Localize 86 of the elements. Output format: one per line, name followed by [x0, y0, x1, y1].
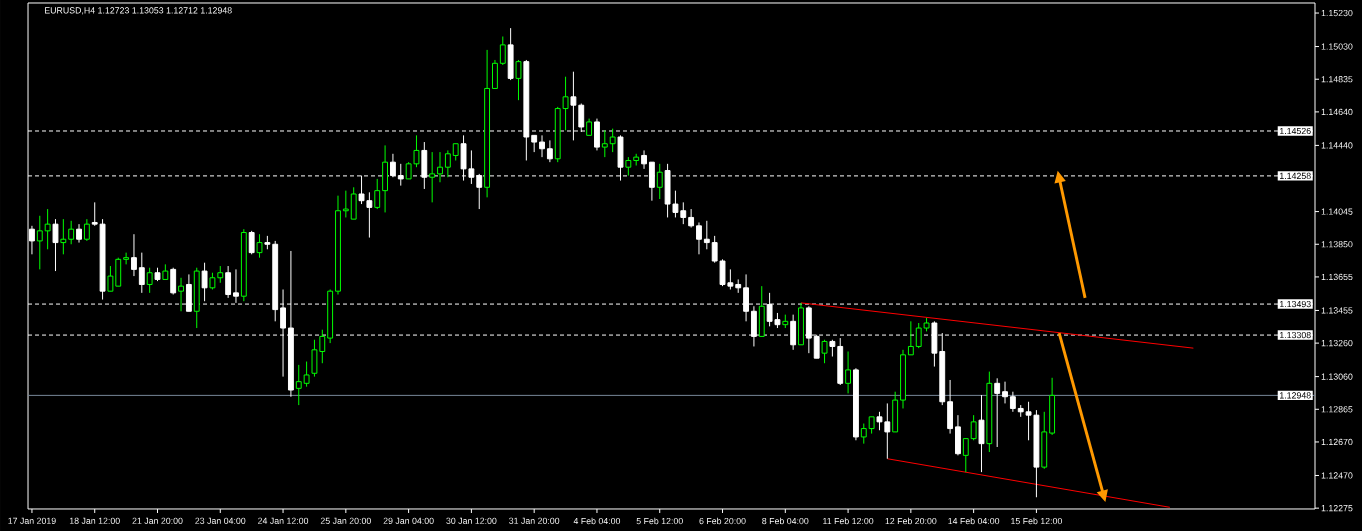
- candlestick: [36, 215, 43, 270]
- candlestick: [546, 139, 553, 163]
- y-tick-label: 1.12865: [1321, 406, 1353, 413]
- x-tick-label: 6 Feb 20:00: [699, 517, 746, 525]
- ref-line-label: 1.13493: [1280, 300, 1311, 308]
- candlestick: [499, 36, 506, 66]
- x-tick-label: 31 Jan 20:00: [509, 517, 560, 524]
- y-tick-label: 1.15030: [1321, 43, 1353, 50]
- chart-title: EURUSD,H4 1.12723 1.13053 1.12712 1.12948: [45, 7, 232, 15]
- candlestick: [233, 268, 239, 304]
- y-tick-label: 1.12670: [1321, 438, 1353, 446]
- y-tick-label: 1.13850: [1321, 241, 1353, 248]
- ref-line-label: 1.14258: [1280, 172, 1311, 180]
- candlestick: [641, 149, 647, 170]
- x-tick-label: 23 Jan 04:00: [195, 517, 246, 524]
- candlestick: [625, 156, 632, 177]
- ref-line-label: 1.13308: [1280, 331, 1311, 339]
- candlestick: [656, 163, 663, 200]
- candlestick: [248, 230, 255, 255]
- candlestick: [68, 220, 75, 245]
- candlestick: [107, 265, 114, 292]
- y-tick-label: 1.14835: [1321, 76, 1353, 83]
- candlestick: [1009, 391, 1016, 413]
- candlestick: [601, 129, 608, 158]
- candlestick: [978, 394, 985, 473]
- candlestick: [994, 377, 1001, 448]
- candlestick: [170, 267, 177, 296]
- candlestick: [696, 221, 702, 255]
- candlestick: [907, 320, 914, 356]
- candlestick: [83, 218, 90, 242]
- x-tick-label: 15 Feb 12:00: [1011, 517, 1062, 525]
- x-tick-label: 25 Jan 20:00: [320, 517, 371, 524]
- candlestick: [44, 208, 51, 250]
- y-tick-label: 1.12275: [1321, 505, 1353, 512]
- candlestick: [962, 438, 969, 473]
- x-tick-label: 18 Jan 12:00: [69, 517, 120, 524]
- candlestick: [437, 151, 443, 183]
- candlestick: [688, 208, 695, 229]
- x-tick-label: 24 Jan 12:00: [258, 517, 309, 524]
- y-tick-label: 1.15230: [1321, 9, 1353, 17]
- y-tick-label: 1.12470: [1321, 472, 1353, 479]
- candlestick: [303, 361, 310, 388]
- candlestick: [821, 339, 828, 364]
- candlestick: [444, 149, 451, 178]
- ref-line-label: 1.12948: [1280, 392, 1311, 399]
- candlestick: [146, 267, 153, 294]
- candlestick: [123, 252, 130, 265]
- x-tick-label: 8 Feb 04:00: [762, 517, 809, 525]
- candlestick: [515, 59, 522, 101]
- x-tick-label: 29 Jan 04:00: [383, 517, 434, 524]
- x-tick-label: 12 Feb 20:00: [885, 517, 937, 525]
- candlestick: [539, 134, 545, 158]
- x-tick-label: 21 Jan 20:00: [132, 517, 183, 524]
- candlestick: [295, 364, 302, 406]
- y-tick-label: 1.14440: [1321, 142, 1353, 149]
- candlestick: [76, 223, 82, 244]
- candlestick: [1002, 381, 1008, 404]
- candlestick: [374, 178, 381, 210]
- candlestick: [138, 252, 145, 294]
- y-tick-label: 1.13060: [1321, 373, 1353, 380]
- candlestick: [225, 265, 232, 299]
- candlestick: [131, 233, 137, 277]
- candlestick: [845, 350, 852, 394]
- candlestick: [201, 262, 208, 302]
- y-tick-label: 1.14640: [1321, 108, 1353, 116]
- x-tick-label: 4 Feb 04:00: [573, 517, 621, 525]
- x-tick-label: 17 Jan 2019: [8, 517, 56, 524]
- y-tick-label: 1.13260: [1321, 339, 1353, 347]
- candlestick: [860, 423, 867, 445]
- y-tick-label: 1.13455: [1321, 307, 1353, 314]
- ref-line-label: 1.14526: [1280, 127, 1311, 135]
- x-tick-label: 11 Feb 12:00: [823, 517, 874, 525]
- candlestick: [178, 277, 184, 312]
- candlestick: [256, 233, 263, 259]
- candlestick: [60, 218, 67, 255]
- x-tick-label: 30 Jan 12:00: [446, 517, 497, 524]
- x-tick-label: 5 Feb 12:00: [636, 517, 683, 525]
- candlestick: [970, 414, 977, 441]
- candlestick: [342, 190, 349, 218]
- candlestick: [52, 218, 59, 272]
- candlestick: [609, 128, 616, 153]
- x-tick-label: 14 Feb 04:00: [948, 517, 1000, 525]
- candlestick: [429, 151, 436, 203]
- candlestick: [703, 220, 710, 250]
- y-tick-label: 1.14045: [1321, 208, 1353, 215]
- y-tick-label: 1.13655: [1321, 273, 1353, 281]
